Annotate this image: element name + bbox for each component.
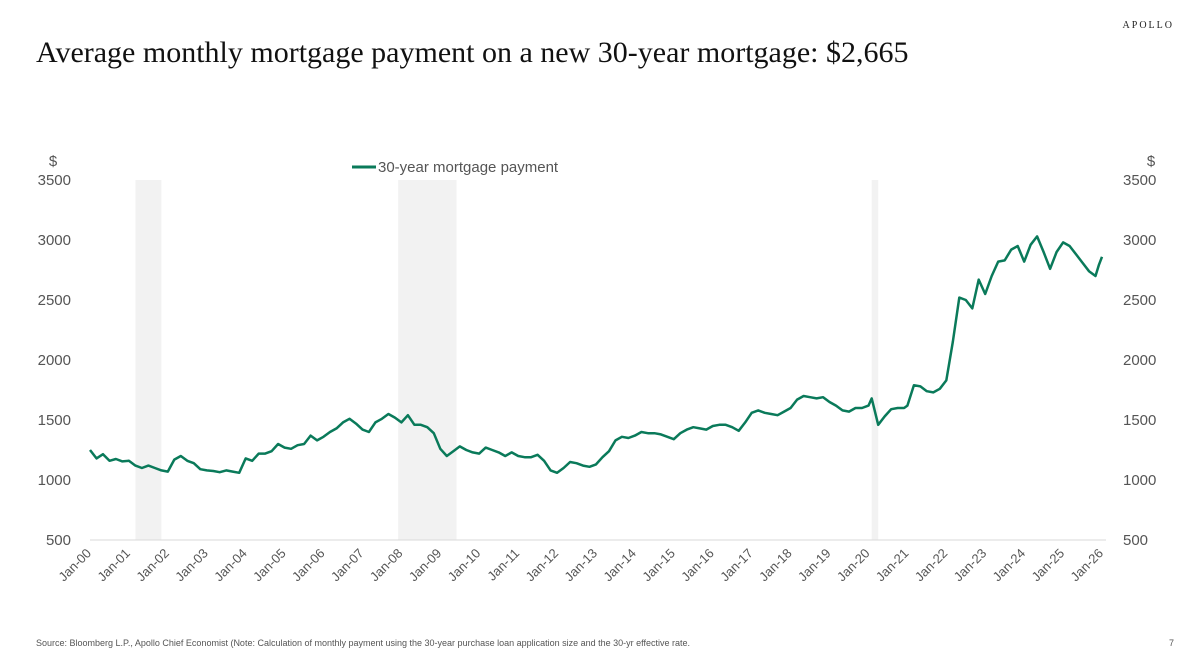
x-tick-jan-08: Jan-08 bbox=[367, 546, 406, 585]
y-tick-right-500: 500 bbox=[1123, 532, 1148, 549]
x-tick-jan-21: Jan-21 bbox=[873, 546, 912, 585]
x-tick-jan-03: Jan-03 bbox=[172, 546, 211, 585]
recession-band-2 bbox=[398, 180, 457, 540]
x-tick-jan-18: Jan-18 bbox=[756, 546, 795, 585]
y-tick-right-3000: 3000 bbox=[1123, 232, 1156, 249]
x-tick-jan-15: Jan-15 bbox=[639, 546, 678, 585]
tick-labels: 500 500 1000 1000 1500 1500 2000 2000 2500 2500 30… bbox=[38, 172, 1157, 584]
x-tick-jan-04: Jan-04 bbox=[211, 546, 250, 585]
recession-bands bbox=[135, 180, 879, 540]
x-tick-jan-00: Jan-00 bbox=[55, 546, 94, 585]
x-tick-jan-09: Jan-09 bbox=[406, 546, 445, 585]
x-tick-jan-20: Jan-20 bbox=[834, 546, 873, 585]
legend: 30-year mortgage payment bbox=[352, 159, 559, 176]
legend-label: 30-year mortgage payment bbox=[378, 159, 559, 176]
x-tick-jan-19: Jan-19 bbox=[795, 546, 834, 585]
y-axis-label-right: $ bbox=[1147, 153, 1156, 170]
line-chart: $ $ 500 500 1000 1000 1500 1500 2000 2000 2500 25… bbox=[38, 153, 1157, 584]
x-tick-jan-14: Jan-14 bbox=[600, 546, 639, 585]
x-tick-jan-10: Jan-10 bbox=[445, 546, 484, 585]
x-tick-jan-24: Jan-24 bbox=[990, 546, 1029, 585]
y-tick-left-3500: 3500 bbox=[38, 172, 71, 189]
y-tick-left-500: 500 bbox=[46, 532, 71, 549]
y-tick-left-2000: 2000 bbox=[38, 352, 71, 369]
x-tick-jan-02: Jan-02 bbox=[133, 546, 172, 585]
x-tick-jan-01: Jan-01 bbox=[94, 546, 133, 585]
x-tick-jan-05: Jan-05 bbox=[250, 546, 289, 585]
y-tick-left-2500: 2500 bbox=[38, 292, 71, 309]
y-tick-left-3000: 3000 bbox=[38, 232, 71, 249]
x-tick-jan-25: Jan-25 bbox=[1028, 546, 1067, 585]
x-tick-jan-06: Jan-06 bbox=[289, 546, 328, 585]
y-tick-right-1500: 1500 bbox=[1123, 412, 1156, 429]
y-tick-right-1000: 1000 bbox=[1123, 472, 1156, 489]
x-tick-jan-26: Jan-26 bbox=[1067, 546, 1106, 585]
apollo-logo: APOLLO bbox=[1122, 20, 1174, 31]
x-tick-jan-07: Jan-07 bbox=[328, 546, 367, 585]
y-tick-right-2500: 2500 bbox=[1123, 292, 1156, 309]
y-tick-right-3500: 3500 bbox=[1123, 172, 1156, 189]
source-note: Source: Bloomberg L.P., Apollo Chief Eco… bbox=[36, 638, 691, 648]
x-tick-jan-17: Jan-17 bbox=[717, 546, 756, 585]
y-tick-left-1500: 1500 bbox=[38, 412, 71, 429]
y-tick-left-1000: 1000 bbox=[38, 472, 71, 489]
page-number: 7 bbox=[1168, 638, 1174, 648]
recession-band-3 bbox=[871, 180, 879, 540]
recession-band-1 bbox=[135, 180, 162, 540]
x-tick-jan-13: Jan-13 bbox=[561, 546, 600, 585]
x-tick-jan-16: Jan-16 bbox=[678, 546, 717, 585]
x-tick-jan-23: Jan-23 bbox=[951, 546, 990, 585]
y-tick-right-2000: 2000 bbox=[1123, 352, 1156, 369]
axes: $ $ bbox=[49, 153, 1156, 541]
series-line-30-year-mortgage-payment bbox=[89, 235, 1104, 475]
x-tick-jan-22: Jan-22 bbox=[912, 546, 951, 585]
x-tick-jan-11: Jan-11 bbox=[484, 546, 522, 584]
page-title: Average monthly mortgage payment on a ne… bbox=[36, 36, 909, 69]
y-axis-label-left: $ bbox=[49, 153, 58, 170]
x-tick-jan-12: Jan-12 bbox=[522, 546, 561, 585]
